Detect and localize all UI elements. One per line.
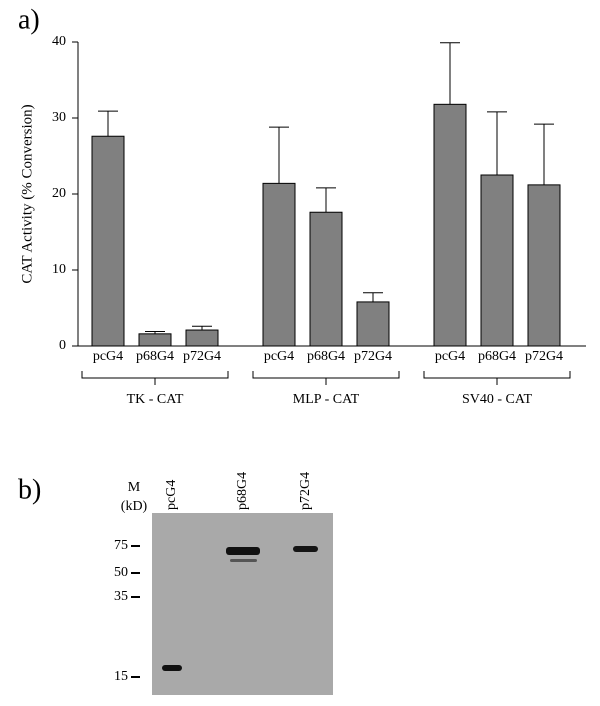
blot-band	[162, 665, 182, 671]
bar	[433, 103, 467, 347]
lane-label: pcG4	[164, 480, 179, 510]
bar	[262, 182, 296, 347]
bar	[309, 211, 343, 347]
bar	[138, 333, 172, 347]
blot-band	[230, 559, 257, 562]
y-tick-label: 20	[52, 186, 66, 201]
group-bracket	[81, 371, 229, 385]
bar	[527, 184, 561, 347]
panel-label: a)	[18, 4, 40, 35]
lane-label: p72G4	[298, 472, 313, 510]
marker-label: 15	[114, 669, 128, 684]
y-tick-label: 10	[52, 262, 66, 277]
marker-label: 35	[114, 589, 128, 604]
x-tick-label: p68G4	[136, 349, 174, 364]
unit-label: (kD)	[121, 499, 148, 514]
panel-label: b)	[18, 474, 41, 505]
bar	[185, 329, 219, 347]
group-bracket	[423, 371, 571, 385]
unit-label: M	[128, 480, 141, 495]
group-label: TK - CAT	[127, 392, 184, 407]
blot-membrane	[152, 513, 333, 695]
group-label: SV40 - CAT	[462, 392, 532, 407]
y-axis-title: CAT Activity (% Conversion)	[19, 104, 35, 283]
x-tick-label: pcG4	[93, 349, 123, 364]
blot-band	[226, 547, 260, 555]
x-tick-label: p72G4	[525, 349, 563, 364]
lane-label: p68G4	[235, 472, 250, 510]
y-tick-label: 0	[59, 338, 66, 353]
blot-band	[293, 546, 318, 552]
x-tick-label: p68G4	[307, 349, 345, 364]
x-tick-label: p68G4	[478, 349, 516, 364]
x-tick-label: p72G4	[183, 349, 221, 364]
x-tick-label: pcG4	[435, 349, 465, 364]
group-label: MLP - CAT	[293, 392, 360, 407]
y-tick-label: 30	[52, 110, 66, 125]
group-bracket	[252, 371, 400, 385]
marker-label: 75	[114, 538, 128, 553]
bar	[480, 174, 514, 347]
marker-label: 50	[114, 565, 128, 580]
bar	[91, 135, 125, 347]
x-tick-label: p72G4	[354, 349, 392, 364]
x-tick-label: pcG4	[264, 349, 294, 364]
y-tick-label: 40	[52, 34, 66, 49]
bar	[356, 301, 390, 347]
